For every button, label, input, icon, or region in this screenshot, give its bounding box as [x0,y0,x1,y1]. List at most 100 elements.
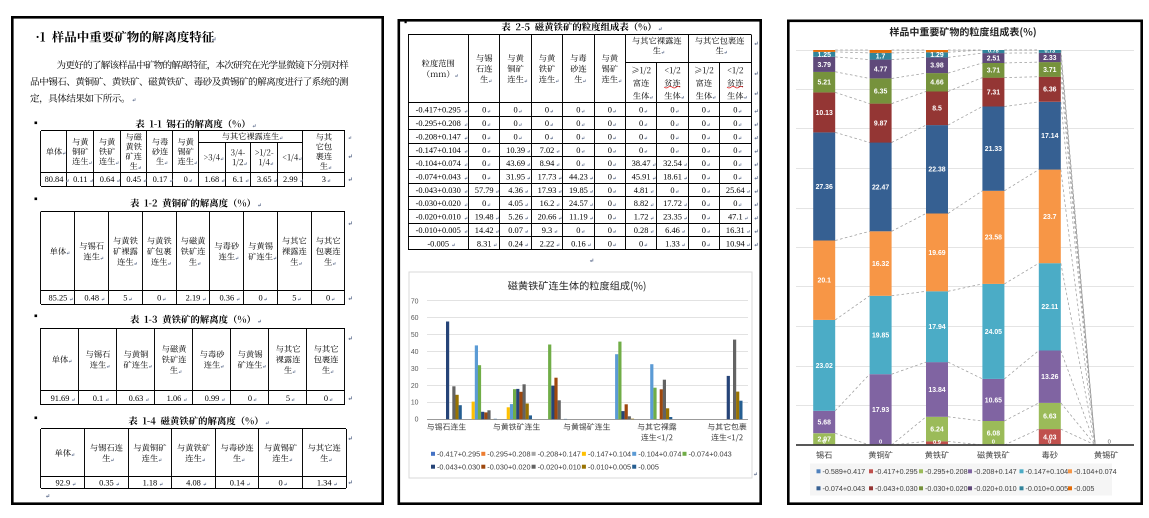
svg-text:0.35: 0.35 [99,479,114,488]
svg-text:0: 0 [482,173,486,182]
svg-text:57.79: 57.79 [475,186,494,195]
svg-text:0: 0 [733,106,737,115]
svg-text:11.19: 11.19 [569,213,588,222]
svg-text:20: 20 [411,383,419,390]
svg-text:92.9: 92.9 [55,479,70,488]
svg-text:0: 0 [608,213,612,222]
svg-text:-0.417+0.295: -0.417+0.295 [416,106,461,115]
svg-text:0: 0 [248,394,252,403]
svg-text:16.2: 16.2 [540,199,555,208]
svg-text:1.34: 1.34 [317,479,332,488]
svg-text:1.72: 1.72 [634,213,649,222]
svg-text:19.48: 19.48 [475,213,494,222]
svg-text:-0.295+0.208: -0.295+0.208 [925,467,968,476]
svg-text:1.18: 1.18 [143,479,158,488]
svg-text:23.35: 23.35 [663,213,682,222]
svg-text:0: 0 [608,132,612,141]
svg-text:5.26: 5.26 [508,213,523,222]
svg-text:0.28: 0.28 [634,226,649,235]
svg-text:8.31: 8.31 [477,239,492,248]
svg-text:1.06: 1.06 [167,394,182,403]
svg-text:0: 0 [702,213,706,222]
svg-text:47.1: 47.1 [728,213,743,222]
svg-text:0: 0 [733,132,737,141]
svg-text:7.31: 7.31 [987,90,1001,97]
svg-text:0: 0 [670,119,674,128]
svg-text:-0.030+0.020: -0.030+0.020 [416,199,461,208]
svg-text:0: 0 [514,119,518,128]
svg-text:-0.030+0.020: -0.030+0.020 [487,463,530,472]
svg-text:0.1: 0.1 [93,394,103,403]
svg-text:4.77: 4.77 [874,67,888,74]
svg-text:0: 0 [639,239,643,248]
svg-text:-0.104+0.074: -0.104+0.074 [638,450,681,459]
svg-text:0: 0 [702,106,706,115]
svg-text:45.91: 45.91 [632,173,651,182]
svg-text:0: 0 [608,106,612,115]
svg-text:70: 70 [411,298,419,305]
svg-text:0: 0 [733,159,737,168]
svg-text:0: 0 [279,479,283,488]
svg-text:0: 0 [608,199,612,208]
svg-text:2.51: 2.51 [987,55,1001,62]
svg-text:4.03: 4.03 [1043,434,1057,441]
svg-text:43.69: 43.69 [506,159,525,168]
svg-text:0: 0 [576,106,580,115]
svg-text:3.71: 3.71 [987,68,1001,75]
svg-text:14.42: 14.42 [475,226,494,235]
svg-text:3.79: 3.79 [817,62,831,69]
svg-text:1.68: 1.68 [204,175,219,184]
svg-text:5: 5 [292,294,296,303]
svg-text:0.24: 0.24 [508,239,523,248]
svg-text:0: 0 [639,106,643,115]
svg-text:0: 0 [702,132,706,141]
svg-text:-0.010+0.005: -0.010+0.005 [416,226,461,235]
svg-text:-0.074+0.043: -0.074+0.043 [823,484,866,493]
svg-text:0: 0 [608,159,612,168]
svg-text:4.81: 4.81 [634,186,649,195]
svg-text:6.24: 6.24 [930,427,944,434]
svg-text:91.69: 91.69 [51,394,70,403]
svg-text:20.66: 20.66 [538,213,557,222]
svg-text:0: 0 [157,294,161,303]
svg-text:0: 0 [670,186,674,195]
svg-text:0: 0 [576,132,580,141]
svg-text:-0.010+0.005: -0.010+0.005 [588,463,631,472]
svg-text:10.65: 10.65 [985,397,1002,404]
svg-text:-0.417+0.295: -0.417+0.295 [437,450,480,459]
svg-text:6.1: 6.1 [233,175,243,184]
svg-text:0: 0 [733,199,737,208]
svg-text:0: 0 [733,173,737,182]
svg-text:0: 0 [576,119,580,128]
svg-text:0: 0 [415,417,419,424]
svg-text:0: 0 [514,106,518,115]
svg-text:80.84: 80.84 [45,175,65,184]
svg-text:0: 0 [992,440,995,446]
svg-text:0: 0 [879,440,882,446]
svg-text:-0.005: -0.005 [427,239,449,248]
svg-text:0: 0 [482,146,486,155]
svg-text:0: 0 [702,173,706,182]
svg-text:2.99: 2.99 [283,175,298,184]
svg-text:0.48: 0.48 [84,294,99,303]
svg-text:-0.208+0.147: -0.208+0.147 [974,467,1017,476]
svg-text:0.9: 0.9 [933,440,942,446]
svg-text:-0.295+0.208: -0.295+0.208 [487,450,530,459]
svg-text:-0.104+0.074: -0.104+0.074 [416,159,462,168]
svg-text:0: 0 [608,146,612,155]
svg-text:0: 0 [608,226,612,235]
svg-text:19.69: 19.69 [928,250,945,257]
svg-text:0.64: 0.64 [100,175,115,184]
svg-text:0: 0 [326,294,330,303]
svg-text:5.21: 5.21 [817,80,831,87]
svg-text:2.22: 2.22 [540,239,555,248]
svg-text:-0.295+0.208: -0.295+0.208 [416,119,461,128]
svg-text:1.29: 1.29 [930,52,944,59]
svg-text:0: 0 [482,159,486,168]
svg-text:0: 0 [670,132,674,141]
svg-text:0: 0 [702,119,706,128]
svg-text:3: 3 [322,175,326,184]
svg-text:4.36: 4.36 [508,186,523,195]
svg-text:0: 0 [184,175,188,184]
svg-text:0: 0 [482,106,486,115]
